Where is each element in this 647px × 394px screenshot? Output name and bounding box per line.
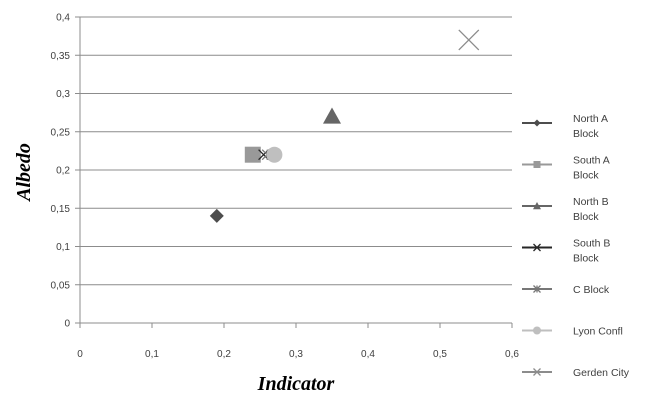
legend-label: North B bbox=[573, 196, 609, 208]
y-tick-label: 0,1 bbox=[56, 242, 70, 253]
y-tick-label: 0,4 bbox=[56, 13, 70, 24]
legend-label: Block bbox=[573, 128, 599, 140]
legend-label: C Block bbox=[573, 284, 610, 296]
legend-item-north-a-block: North A Block bbox=[522, 113, 608, 140]
x-tick-label: 0,3 bbox=[289, 349, 303, 360]
legend-marker bbox=[533, 202, 541, 210]
x-axis-title: Indicator bbox=[257, 373, 335, 394]
data-point-gerden-city bbox=[458, 29, 480, 51]
legend-label: South B bbox=[573, 238, 610, 250]
data-points bbox=[209, 29, 480, 223]
y-tick-label: 0,15 bbox=[51, 204, 71, 215]
legend-label: North A bbox=[573, 113, 608, 125]
legend-label: Block bbox=[573, 253, 599, 265]
x-tick-label: 0,6 bbox=[505, 349, 519, 360]
legend-marker bbox=[533, 368, 541, 376]
y-tick-label: 0 bbox=[64, 319, 70, 330]
legend-marker bbox=[533, 119, 541, 127]
y-tick-label: 0,05 bbox=[51, 280, 71, 291]
x-tick-label: 0,1 bbox=[145, 349, 159, 360]
x-tick-label: 0,4 bbox=[361, 349, 375, 360]
x-tick-label: 0,2 bbox=[217, 349, 231, 360]
axes bbox=[75, 16, 513, 328]
legend-item-c-block: C Block bbox=[522, 284, 610, 296]
y-tick-label: 0,25 bbox=[51, 127, 71, 138]
legend-item-lyon-confl: Lyon Confl bbox=[522, 326, 623, 338]
legend-marker bbox=[533, 285, 541, 293]
legend-label: Lyon Confl bbox=[573, 326, 623, 338]
x-tick-label: 0 bbox=[77, 349, 83, 360]
data-point-north-a-block bbox=[209, 208, 224, 223]
legend-marker bbox=[533, 326, 541, 335]
grid-lines bbox=[80, 16, 512, 286]
legend-label: Gerden City bbox=[573, 367, 630, 379]
data-point-lyon-confl bbox=[266, 146, 283, 163]
y-tick-label: 0,2 bbox=[56, 166, 70, 177]
legend-item-south-a-block: South A Block bbox=[522, 155, 610, 182]
legend-marker bbox=[533, 161, 541, 168]
data-point-south-a-block bbox=[244, 146, 261, 163]
y-tick-label: 0,3 bbox=[56, 89, 70, 100]
legend-item-south-b-block: South B Block bbox=[522, 238, 610, 265]
x-tick-label: 0,5 bbox=[433, 349, 447, 360]
x-tick-labels: 0 0,1 0,2 0,3 0,4 0,5 0,6 bbox=[77, 349, 519, 360]
legend-label: Block bbox=[573, 170, 599, 182]
y-tick-labels: 0 0,05 0,1 0,15 0,2 0,25 0,3 0,35 0,4 bbox=[51, 13, 71, 330]
y-axis-title: Albedo bbox=[13, 143, 35, 203]
legend-marker bbox=[533, 243, 541, 252]
legend-label: Block bbox=[573, 211, 599, 223]
y-tick-label: 0,35 bbox=[51, 51, 71, 62]
legend-item-gerden-city: Gerden City bbox=[522, 367, 630, 379]
legend-label: South A bbox=[573, 155, 610, 167]
data-point-north-b-block bbox=[323, 107, 341, 124]
legend-item-north-b-block: North B Block bbox=[522, 196, 609, 223]
